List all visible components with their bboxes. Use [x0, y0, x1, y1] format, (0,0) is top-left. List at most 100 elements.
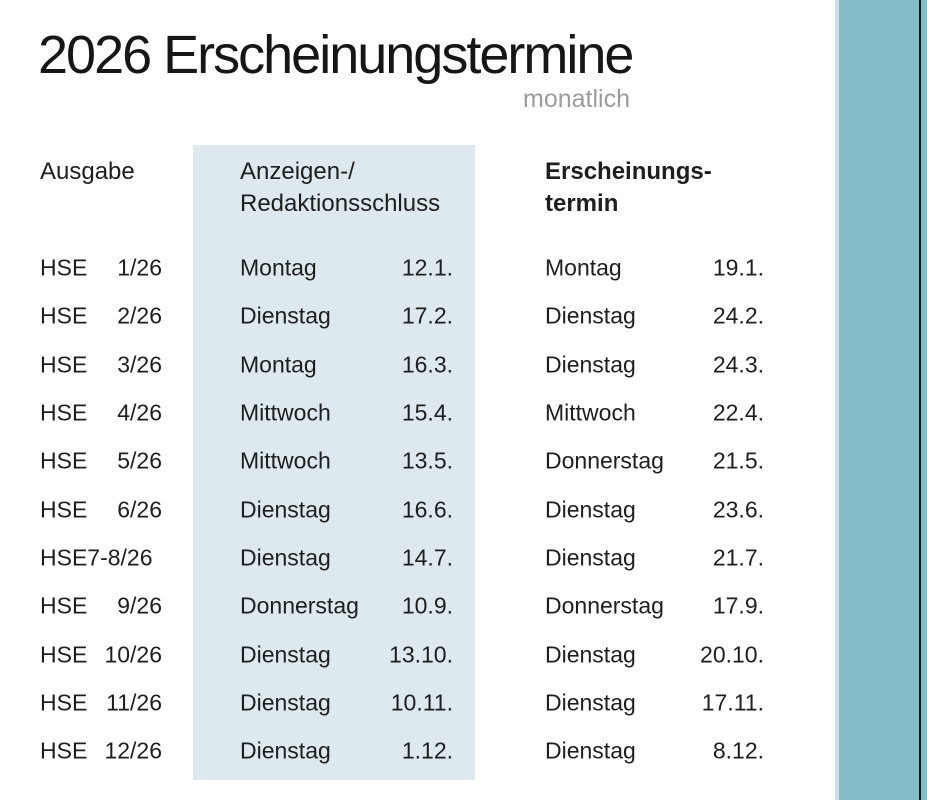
deadline-day: Mittwoch — [240, 447, 331, 474]
publish-day: Donnerstag — [545, 447, 664, 474]
deadline-cell: Dienstag 14.7. — [240, 544, 453, 571]
deadline-date: 13.10. — [389, 641, 453, 668]
column-header-erscheinungstermin: Erscheinungs- termin — [545, 156, 712, 220]
accent-bar-dark-line — [919, 0, 921, 800]
issue-cell: HSE7-8/26 — [40, 544, 162, 571]
table-row: HSE 5/26 Mittwoch 13.5. Donnerstag 21.5. — [0, 437, 927, 485]
publish-date: 20.10. — [700, 641, 764, 668]
deadline-date: 10.11. — [390, 689, 453, 716]
publish-day: Dienstag — [545, 689, 636, 716]
deadline-day: Montag — [240, 351, 317, 378]
deadline-column-panel — [193, 145, 475, 780]
deadline-day: Dienstag — [240, 302, 331, 329]
issue-number: 9/26 — [117, 592, 162, 619]
deadline-day: Dienstag — [240, 689, 331, 716]
publish-date: 19.1. — [712, 254, 764, 281]
deadline-cell: Montag 16.3. — [240, 351, 453, 378]
publish-date: 8.12. — [712, 737, 764, 764]
publish-date: 22.4. — [712, 399, 764, 426]
publish-cell: Dienstag 24.3. — [545, 351, 764, 378]
publish-day: Montag — [545, 254, 622, 281]
publish-date: 24.3. — [712, 351, 764, 378]
deadline-date: 16.3. — [401, 351, 453, 378]
issue-prefix: HSE — [40, 737, 88, 764]
column-header-anzeigen: Anzeigen-/ Redaktionsschluss — [240, 156, 440, 220]
column-header-ausgabe: Ausgabe — [40, 156, 135, 188]
issue-number: 12/26 — [104, 737, 162, 764]
deadline-date: 10.9. — [401, 592, 453, 619]
deadline-date: 12.1. — [401, 254, 453, 281]
issue-cell: HSE 6/26 — [40, 496, 162, 523]
issue-cell: HSE 5/26 — [40, 448, 162, 475]
column-header-erscheinungstermin-line2: termin — [545, 190, 619, 217]
deadline-day: Dienstag — [240, 496, 331, 523]
deadline-day: Donnerstag — [240, 592, 359, 619]
publish-day: Donnerstag — [545, 592, 664, 619]
issue-number: 4/26 — [117, 399, 162, 426]
issue-prefix: HSE — [40, 302, 88, 329]
page-subtitle: monatlich — [523, 85, 630, 113]
deadline-date: 13.5. — [401, 447, 453, 474]
deadline-cell: Donnerstag 10.9. — [240, 593, 453, 620]
issue-prefix: HSE — [40, 254, 88, 281]
column-header-ausgabe-label: Ausgabe — [40, 158, 135, 185]
table-row: HSE 12/26 Dienstag 1.12. Dienstag 8.12. — [0, 727, 927, 775]
column-header-anzeigen-line2: Redaktionsschluss — [240, 190, 441, 217]
deadline-cell: Dienstag 13.10. — [240, 641, 453, 668]
page-title: 2026 Erscheinungstermine — [38, 25, 634, 85]
publish-cell: Dienstag 17.11. — [545, 689, 764, 716]
deadline-cell: Dienstag 16.6. — [240, 496, 453, 523]
deadline-day: Dienstag — [240, 544, 331, 571]
issue-prefix: HSE — [40, 399, 88, 426]
issue-number: 2/26 — [117, 302, 162, 329]
issue-cell: HSE 3/26 — [40, 351, 162, 378]
publish-cell: Dienstag 8.12. — [545, 738, 764, 765]
table-row: HSE 1/26 Montag 12.1. Montag 19.1. — [0, 244, 927, 292]
publish-cell: Donnerstag 21.5. — [545, 448, 764, 475]
issue-prefix: HSE — [40, 689, 88, 716]
publish-date: 24.2. — [712, 302, 764, 329]
deadline-date: 15.4. — [401, 399, 453, 426]
deadline-cell: Dienstag 17.2. — [240, 303, 453, 330]
table-row: HSE 4/26 Mittwoch 15.4. Mittwoch 22.4. — [0, 389, 927, 437]
deadline-date: 1.12. — [401, 737, 453, 764]
issue-cell: HSE 10/26 — [40, 641, 162, 668]
issue-prefix: HSE — [40, 351, 88, 378]
table-row: HSE 3/26 Montag 16.3. Dienstag 24.3. — [0, 341, 927, 389]
deadline-day: Mittwoch — [240, 399, 331, 426]
issue-number: 1/26 — [117, 254, 162, 281]
deadline-cell: Mittwoch 13.5. — [240, 448, 453, 475]
deadline-day: Montag — [240, 254, 317, 281]
publish-date: 17.11. — [701, 689, 764, 716]
publish-day: Dienstag — [545, 544, 636, 571]
publish-cell: Dienstag 24.2. — [545, 303, 764, 330]
deadline-day: Dienstag — [240, 737, 331, 764]
publish-day: Dienstag — [545, 737, 636, 764]
publish-day: Dienstag — [545, 496, 636, 523]
publish-date: 21.7. — [712, 544, 764, 571]
publish-cell: Dienstag 20.10. — [545, 641, 764, 668]
issue-cell: HSE 9/26 — [40, 593, 162, 620]
publish-day: Dienstag — [545, 351, 636, 378]
issue-cell: HSE 11/26 — [40, 689, 162, 716]
deadline-cell: Dienstag 10.11. — [240, 689, 453, 716]
deadline-date: 17.2. — [401, 302, 453, 329]
publish-day: Dienstag — [545, 641, 636, 668]
accent-bar-light-edge — [835, 0, 839, 800]
publish-cell: Mittwoch 22.4. — [545, 400, 764, 427]
publish-day: Mittwoch — [545, 399, 636, 426]
deadline-cell: Dienstag 1.12. — [240, 738, 453, 765]
publish-date: 17.9. — [712, 592, 764, 619]
publish-cell: Dienstag 23.6. — [545, 496, 764, 523]
issue-prefix: HSE — [40, 496, 88, 523]
publish-date: 23.6. — [712, 496, 764, 523]
column-header-anzeigen-line1: Anzeigen-/ — [240, 158, 355, 185]
issue-cell: HSE 2/26 — [40, 303, 162, 330]
publish-cell: Montag 19.1. — [545, 255, 764, 282]
issue-cell: HSE 12/26 — [40, 738, 162, 765]
column-header-erscheinungstermin-line1: Erscheinungs- — [545, 158, 712, 185]
table-row: HSE 9/26 Donnerstag 10.9. Donnerstag 17.… — [0, 582, 927, 630]
table-row: HSE 10/26 Dienstag 13.10. Dienstag 20.10… — [0, 630, 927, 678]
issue-number: 11/26 — [106, 689, 162, 716]
